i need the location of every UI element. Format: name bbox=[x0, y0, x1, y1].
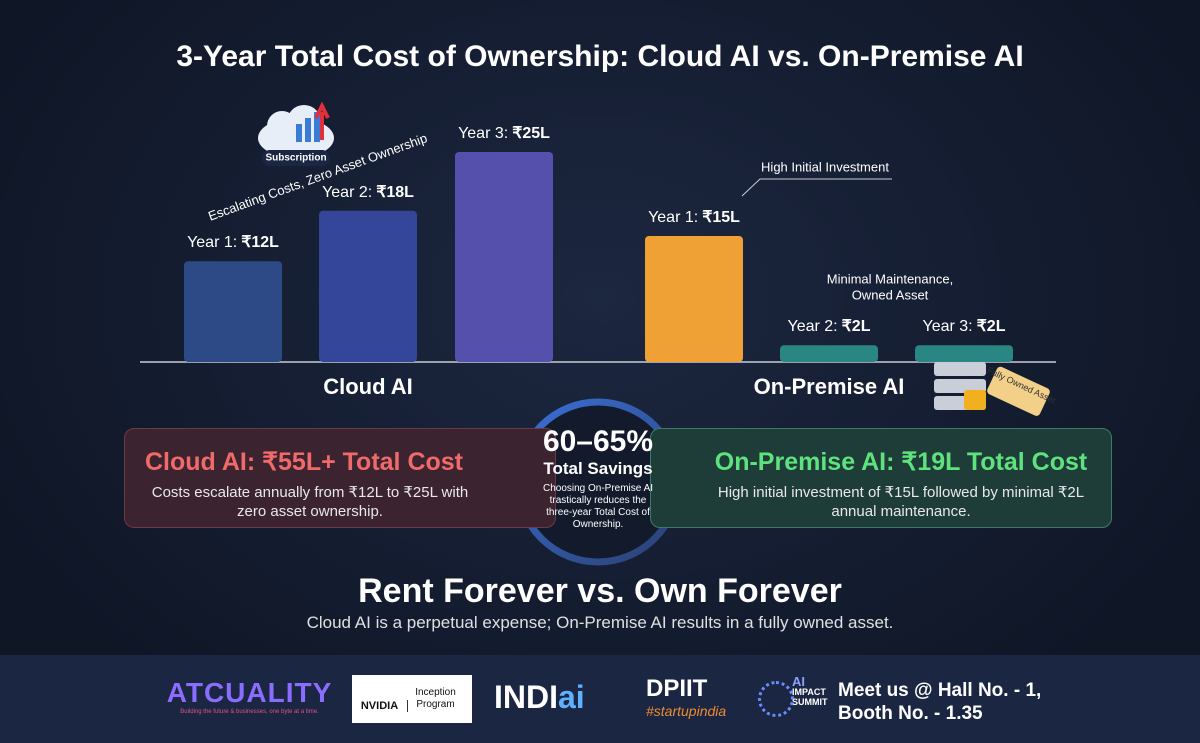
logo-text: NVIDIA bbox=[352, 700, 408, 712]
meet-info: Meet us @ Hall No. - 1, Booth No. - 1.35 bbox=[838, 679, 1041, 725]
bar-value-label: ₹2L bbox=[977, 318, 1006, 335]
bar-category: Year 1: bbox=[648, 209, 698, 226]
bar-label: Year 2: ₹18L bbox=[322, 184, 414, 201]
logo-text: ATCUALITY bbox=[166, 677, 333, 708]
summary-text: High initial investment of ₹15L followed… bbox=[717, 484, 1085, 520]
annotation: Minimal Maintenance, bbox=[827, 271, 953, 286]
bar-value-label: ₹12L bbox=[241, 234, 279, 251]
logo-text: DPIIT bbox=[646, 675, 708, 702]
chart-title: 3-Year Total Cost of Ownership: Cloud AI… bbox=[176, 40, 1023, 73]
icon-label: Subscription bbox=[265, 153, 326, 164]
logo-indiaai: INDIai bbox=[494, 679, 585, 716]
bar-value-label: ₹25L bbox=[512, 125, 550, 142]
bar bbox=[645, 236, 743, 362]
logo-tagline: Building the future & businesses, one by… bbox=[180, 709, 319, 715]
group-label: On-Premise AI bbox=[754, 374, 905, 399]
annotation: High Initial Investment bbox=[761, 159, 889, 174]
bar bbox=[780, 345, 878, 362]
bar-label: Year 2: ₹2L bbox=[788, 318, 871, 335]
summit-mark bbox=[758, 681, 794, 717]
footer: ATCUALITY Building the future & business… bbox=[0, 655, 1200, 743]
bar bbox=[319, 210, 417, 362]
logo-text: ai bbox=[558, 679, 585, 715]
savings-label: Total Savings bbox=[543, 459, 653, 478]
bar-value-label: ₹15L bbox=[702, 209, 740, 226]
logo-dpiit: DPIIT #startupindia bbox=[646, 675, 726, 719]
logo-summit: AI IMPACT SUMMIT bbox=[758, 674, 834, 717]
logo-text: Inception Program bbox=[415, 687, 456, 710]
bar bbox=[455, 152, 553, 362]
meet-line: Meet us @ Hall No. - 1, bbox=[838, 680, 1042, 701]
bar-label: Year 1: ₹12L bbox=[187, 234, 279, 251]
cloud-icon: Subscription bbox=[258, 101, 334, 166]
logo-text: SUMMIT bbox=[792, 697, 828, 707]
closing-text: Cloud AI is a perpetual expense; On-Prem… bbox=[306, 613, 894, 632]
logo-text: INDI bbox=[494, 679, 558, 715]
onprem-summary: On-Premise AI: ₹19L Total Cost High init… bbox=[650, 428, 1112, 528]
summary-title: Cloud AI: ₹55L+ Total Cost bbox=[145, 448, 463, 476]
summary-title: On-Premise AI: ₹19L Total Cost bbox=[714, 448, 1088, 476]
chart: 3-Year Total Cost of Ownership: Cloud AI… bbox=[140, 40, 1058, 566]
closing-heading: Rent Forever vs. Own Forever bbox=[358, 572, 842, 610]
logo-text: #startupindia bbox=[646, 703, 727, 719]
bar-label: Year 1: ₹15L bbox=[648, 209, 740, 226]
annotation: Owned Asset bbox=[852, 287, 929, 302]
logo-nvidia: NVIDIA Inception Program bbox=[352, 675, 472, 723]
bar bbox=[184, 261, 282, 362]
cloud-summary: Cloud AI: ₹55L+ Total Cost Costs escalat… bbox=[124, 428, 556, 528]
bar-label: Year 3: ₹25L bbox=[458, 125, 550, 142]
bar-value-label: ₹18L bbox=[376, 184, 414, 201]
savings-percent: 60–65% bbox=[542, 425, 654, 458]
bar-category: Year 1: bbox=[187, 234, 237, 251]
logo-atcuality: ATCUALITY Building the future & business… bbox=[162, 677, 337, 715]
server-icon: Fully Owned Asset bbox=[934, 362, 1058, 416]
logo-text: IMPACT bbox=[792, 687, 826, 697]
savings: 60–65% Total Savings Choosing On-Premise… bbox=[528, 425, 668, 531]
bar-value-label: ₹2L bbox=[842, 318, 871, 335]
bar-category: Year 3: bbox=[458, 125, 508, 142]
bar-category: Year 2: bbox=[788, 318, 838, 335]
leader-line bbox=[741, 178, 892, 197]
bar-category: Year 2: bbox=[322, 184, 372, 201]
bar-category: Year 3: bbox=[923, 318, 973, 335]
logo-text: AI bbox=[792, 674, 805, 689]
bar bbox=[915, 345, 1013, 362]
meet-line: Booth No. - 1.35 bbox=[838, 703, 983, 724]
savings-text: Choosing On-Premise AI trastically reduc… bbox=[542, 483, 654, 530]
summary-text: Costs escalate annually from ₹12L to ₹25… bbox=[151, 484, 469, 520]
group-label: Cloud AI bbox=[323, 374, 413, 399]
bar-label: Year 3: ₹2L bbox=[923, 318, 1006, 335]
